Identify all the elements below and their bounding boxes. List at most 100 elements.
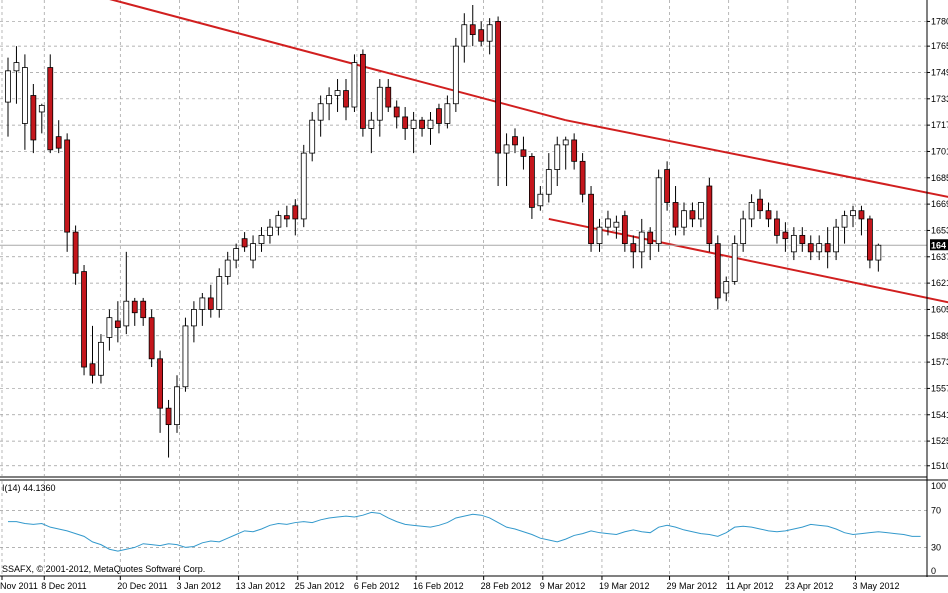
- candle-up: [554, 144, 561, 170]
- candle-up: [216, 276, 223, 310]
- candle-down: [207, 297, 214, 310]
- candle-down: [495, 21, 502, 154]
- candle-up: [250, 243, 256, 261]
- price-tick-label: 1733: [931, 94, 948, 104]
- candle-up: [875, 244, 882, 261]
- candle-down: [706, 185, 713, 245]
- candle-down: [520, 149, 527, 157]
- candle-up: [790, 234, 797, 253]
- candle-down: [30, 95, 37, 141]
- candle-down: [757, 198, 763, 212]
- candle-up: [605, 218, 611, 228]
- candle-up: [410, 119, 417, 129]
- price-tick-label: 1749: [931, 67, 948, 77]
- candle-up: [368, 119, 375, 129]
- candle-down: [283, 215, 290, 220]
- indicator-tick-label: 0: [931, 566, 936, 576]
- indicator-line: [8, 511, 921, 552]
- candle-up: [841, 215, 848, 228]
- candle-down: [55, 136, 62, 149]
- candle-down: [343, 90, 349, 108]
- candle-up: [174, 386, 180, 426]
- indicator-grid: [0, 481, 927, 575]
- indicator-axis-ticks: 100 70 30 0: [931, 481, 946, 576]
- candle-down: [148, 317, 155, 360]
- candle-up: [698, 202, 704, 220]
- time-axis-ticks: Nov 2011 8 Dec 2011 20 Dec 2011 3 Jan 2012 1…: [0, 576, 899, 591]
- candle-up: [300, 152, 307, 220]
- candle-down: [419, 119, 425, 129]
- price-tick-label: 1765: [931, 41, 948, 51]
- indicator-tick-label: 70: [931, 506, 941, 516]
- candle-down: [140, 300, 147, 319]
- candle-up: [123, 300, 130, 327]
- candle-down: [131, 300, 138, 314]
- candle-up: [190, 309, 197, 327]
- candle-up: [351, 62, 358, 108]
- price-tick-label: 1717: [931, 120, 948, 130]
- candle-up: [427, 119, 434, 129]
- candle-up: [326, 95, 333, 105]
- candle-down: [579, 160, 586, 195]
- time-tick-label: 13 Jan 2012: [236, 581, 286, 591]
- time-tick-label: 9 Mar 2012: [540, 581, 586, 591]
- candle-down: [621, 215, 628, 245]
- candle-down: [824, 243, 831, 253]
- candle-up: [740, 218, 747, 245]
- candle-up: [461, 24, 468, 47]
- candle-down: [114, 320, 121, 328]
- time-tick-label: 20 Dec 2011: [117, 581, 167, 591]
- candle-up: [486, 24, 493, 42]
- candle-down: [782, 231, 789, 240]
- candle-down: [469, 24, 476, 36]
- candle-up: [98, 341, 104, 376]
- candle-up: [638, 231, 645, 253]
- candle-up: [816, 243, 823, 253]
- candle-up: [258, 234, 265, 245]
- time-tick-label: 8 Dec 2011: [41, 581, 86, 591]
- candle-up: [723, 281, 730, 294]
- candle-up: [537, 193, 544, 207]
- time-tick-label: 6 Feb 2012: [354, 581, 400, 591]
- candle-down: [647, 231, 654, 245]
- candle-down: [359, 53, 366, 129]
- time-tick-label: 16 Feb 2012: [413, 581, 464, 591]
- candle-down: [765, 210, 772, 220]
- price-tick-label: 1589: [931, 331, 948, 341]
- upper-trendline-1: [109, 0, 566, 122]
- price-tick-label: 1605: [931, 304, 948, 314]
- time-tick-label: 19 Mar 2012: [599, 581, 650, 591]
- candle-down: [89, 363, 96, 376]
- candle-up: [334, 90, 341, 96]
- candle-up: [309, 119, 316, 154]
- candle-down: [512, 136, 518, 146]
- candle-up: [376, 86, 383, 121]
- indicator-label: I(14) 44.1360: [2, 483, 56, 493]
- candle-up: [267, 226, 273, 236]
- candle-up: [731, 243, 738, 282]
- candle-up: [224, 259, 231, 277]
- candle-down: [807, 243, 814, 253]
- candle-down: [47, 67, 54, 151]
- current-price-label: 164: [931, 240, 946, 250]
- candle-down: [436, 108, 442, 124]
- candles: [5, 5, 882, 458]
- candle-down: [858, 210, 865, 220]
- time-tick-label: 23 Apr 2012: [785, 581, 834, 591]
- price-tick-label: 1637: [931, 252, 948, 262]
- price-tick-label: 1557: [931, 383, 948, 393]
- candle-down: [241, 238, 248, 248]
- time-tick-label: 3 Jan 2012: [176, 581, 221, 591]
- candle-down: [157, 358, 164, 409]
- copyright-text: SSAFX, © 2001-2012, MetaQuotes Software …: [2, 564, 205, 574]
- current-price-box: [930, 239, 948, 251]
- price-tick-label: 1685: [931, 173, 948, 183]
- candle-up: [562, 139, 569, 146]
- time-tick-label: 28 Feb 2012: [481, 581, 532, 591]
- candle-down: [393, 106, 400, 118]
- candle-down: [529, 155, 535, 208]
- candle-down: [689, 210, 696, 220]
- candle-up: [545, 169, 552, 195]
- candle-down: [385, 86, 392, 108]
